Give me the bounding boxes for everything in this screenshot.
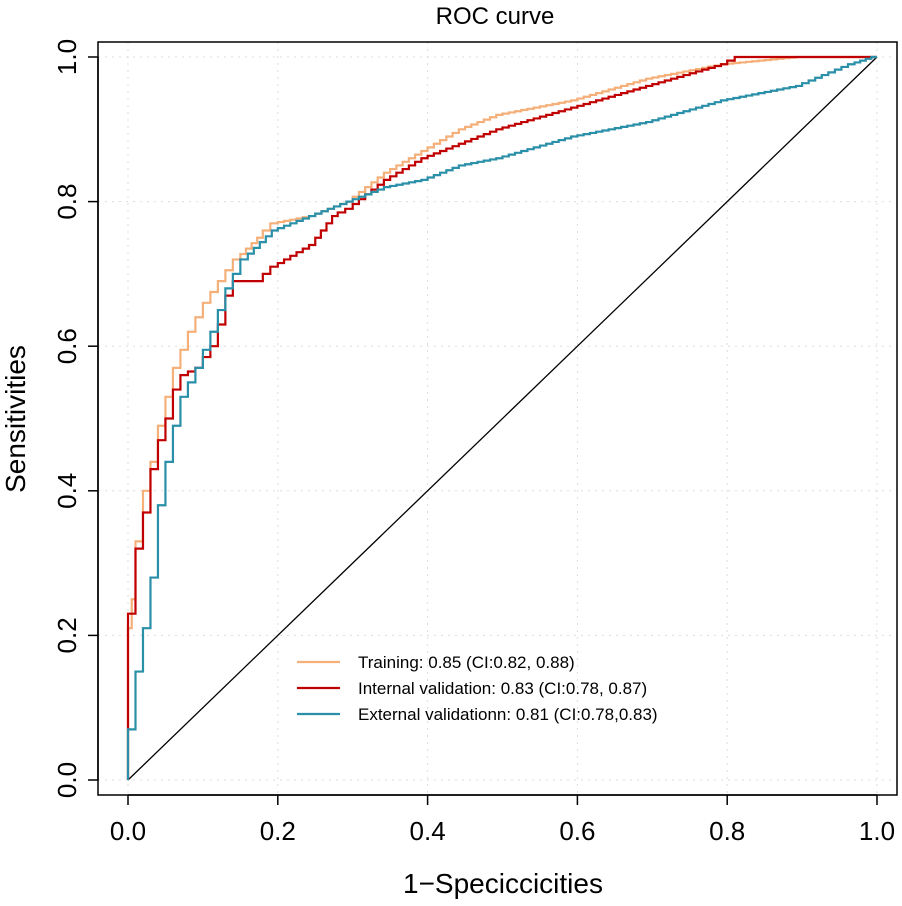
roc-curve-1: [126, 55, 877, 780]
x-tick-label: 0.8: [709, 816, 745, 846]
chart-title: ROC curve: [436, 3, 555, 30]
reference-diagonal: [127, 56, 878, 781]
x-tick-label: 0.0: [110, 816, 146, 846]
x-tick-label: 0.2: [260, 816, 296, 846]
curves: [126, 55, 877, 780]
y-axis-label: Sensitivities: [0, 345, 31, 493]
y-tick-label: 1.0: [52, 39, 82, 75]
y-tick-label: 0.4: [52, 473, 82, 509]
y-tick-label: 0.2: [52, 617, 82, 653]
y-tick-label: 0.6: [52, 328, 82, 364]
legend-label: Training: 0.85 (CI:0.82, 0.88): [358, 653, 575, 672]
grid: [98, 42, 897, 795]
legend-label: Internal validation: 0.83 (CI:0.78, 0.87…: [358, 679, 647, 698]
x-tick-label: 1.0: [859, 816, 895, 846]
x-tick-label: 0.4: [410, 816, 446, 846]
x-tick-label: 0.6: [559, 816, 595, 846]
x-axis-label: 1−Speciccicities: [403, 868, 603, 899]
y-axis: 0.0 0.2 0.4 0.6 0.8 1.0: [52, 39, 99, 798]
y-tick-label: 0.0: [52, 762, 82, 798]
roc-curve-2: [126, 55, 877, 780]
y-tick-label: 0.8: [52, 184, 82, 220]
x-axis: 0.0 0.2 0.4 0.6 0.8 1.0: [110, 794, 895, 846]
legend: Training: 0.85 (CI:0.82, 0.88) Internal v…: [297, 653, 658, 724]
legend-label: External validationn: 0.81 (CI:0.78,0.83…: [358, 705, 658, 724]
